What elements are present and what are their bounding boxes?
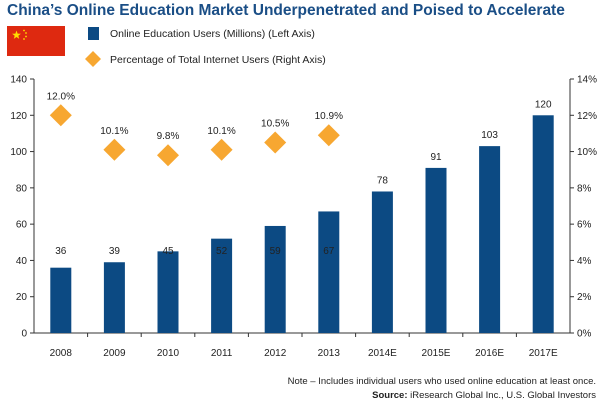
x-tick-label: 2008 — [50, 348, 73, 359]
diamond-value-label: 10.9% — [315, 111, 343, 122]
x-tick-label: 2017E — [529, 348, 558, 359]
bar — [211, 238, 233, 333]
diamond-value-label: 10.1% — [207, 126, 235, 137]
source-label: Source: — [372, 390, 407, 401]
bar — [425, 167, 447, 333]
diamond-point — [103, 138, 126, 161]
source-text: iResearch Global Inc., U.S. Global Inves… — [408, 390, 597, 401]
x-tick-label: 2012 — [264, 348, 287, 359]
y-left-tick-label: 80 — [16, 183, 28, 194]
x-tick-label: 2013 — [318, 348, 341, 359]
y-left-tick-label: 40 — [16, 256, 28, 267]
bar-value-label: 103 — [481, 130, 498, 141]
bar-value-label: 91 — [430, 152, 442, 163]
y-right-tick-label: 14% — [577, 75, 597, 86]
bar-value-label: 36 — [55, 246, 67, 257]
x-tick-label: 2010 — [157, 348, 180, 359]
y-left-tick-label: 60 — [16, 220, 28, 231]
y-right-tick-label: 8% — [577, 183, 592, 194]
diamond-point — [157, 144, 179, 167]
y-right-tick-label: 10% — [577, 147, 597, 158]
diamond-value-label: 10.5% — [261, 119, 289, 130]
plot-area: 0 20 40 60 80 100 120 140 0% 2% 4% 6% 8% 10% 12% 14% 200… — [10, 75, 597, 360]
y-right-tick-label: 12% — [577, 111, 597, 122]
x-tick-label: 2009 — [103, 348, 126, 359]
bar — [532, 115, 554, 334]
bar — [479, 146, 501, 333]
legend-bar-label: Online Education Users (Millions) (Left … — [110, 28, 315, 40]
diamond-value-label: 12.0% — [47, 91, 75, 102]
diamond-value-label: 9.8% — [157, 131, 180, 142]
y-left-tick-label: 120 — [10, 111, 27, 122]
diamond-point — [264, 131, 287, 154]
footnote: Note – Includes individual users who use… — [288, 376, 596, 387]
bar-value-label: 52 — [216, 246, 228, 257]
source-line: Source: iResearch Global Inc., U.S. Glob… — [372, 390, 596, 401]
bar-value-label: 78 — [377, 175, 389, 186]
legend-diamond-swatch — [85, 51, 101, 67]
bar — [318, 211, 340, 333]
diamond-point — [210, 138, 233, 161]
bar-value-label: 39 — [109, 246, 121, 257]
bar — [103, 262, 125, 333]
bar — [264, 225, 286, 333]
y-left-tick-label: 140 — [10, 75, 27, 86]
y-right-tick-label: 0% — [577, 329, 592, 340]
chart-title: China’s Online Education Market Underpen… — [7, 2, 565, 19]
bar — [371, 191, 393, 333]
diamond-point — [49, 104, 72, 127]
bar-value-label: 59 — [270, 246, 282, 257]
y-left-tick-label: 20 — [16, 292, 28, 303]
diamond-point — [317, 124, 340, 147]
legend-diamond-label: Percentage of Total Internet Users (Righ… — [110, 54, 326, 66]
bar — [157, 251, 179, 333]
y-left-tick-label: 100 — [10, 147, 27, 158]
y-left-tick-label: 0 — [21, 329, 27, 340]
bar-value-label: 45 — [162, 246, 174, 257]
bar-value-label: 120 — [535, 99, 552, 110]
x-tick-label: 2015E — [422, 348, 451, 359]
y-right-tick-label: 2% — [577, 292, 592, 303]
y-right-tick-label: 6% — [577, 220, 592, 231]
x-tick-label: 2016E — [475, 348, 504, 359]
y-right-tick-label: 4% — [577, 256, 592, 267]
legend-bar-swatch — [88, 27, 99, 40]
china-flag-icon — [7, 26, 65, 56]
x-tick-label: 2011 — [211, 348, 233, 359]
bar — [50, 267, 72, 333]
x-tick-label: 2014E — [368, 348, 397, 359]
bar-value-label: 67 — [323, 246, 335, 257]
diamond-value-label: 10.1% — [100, 126, 128, 137]
